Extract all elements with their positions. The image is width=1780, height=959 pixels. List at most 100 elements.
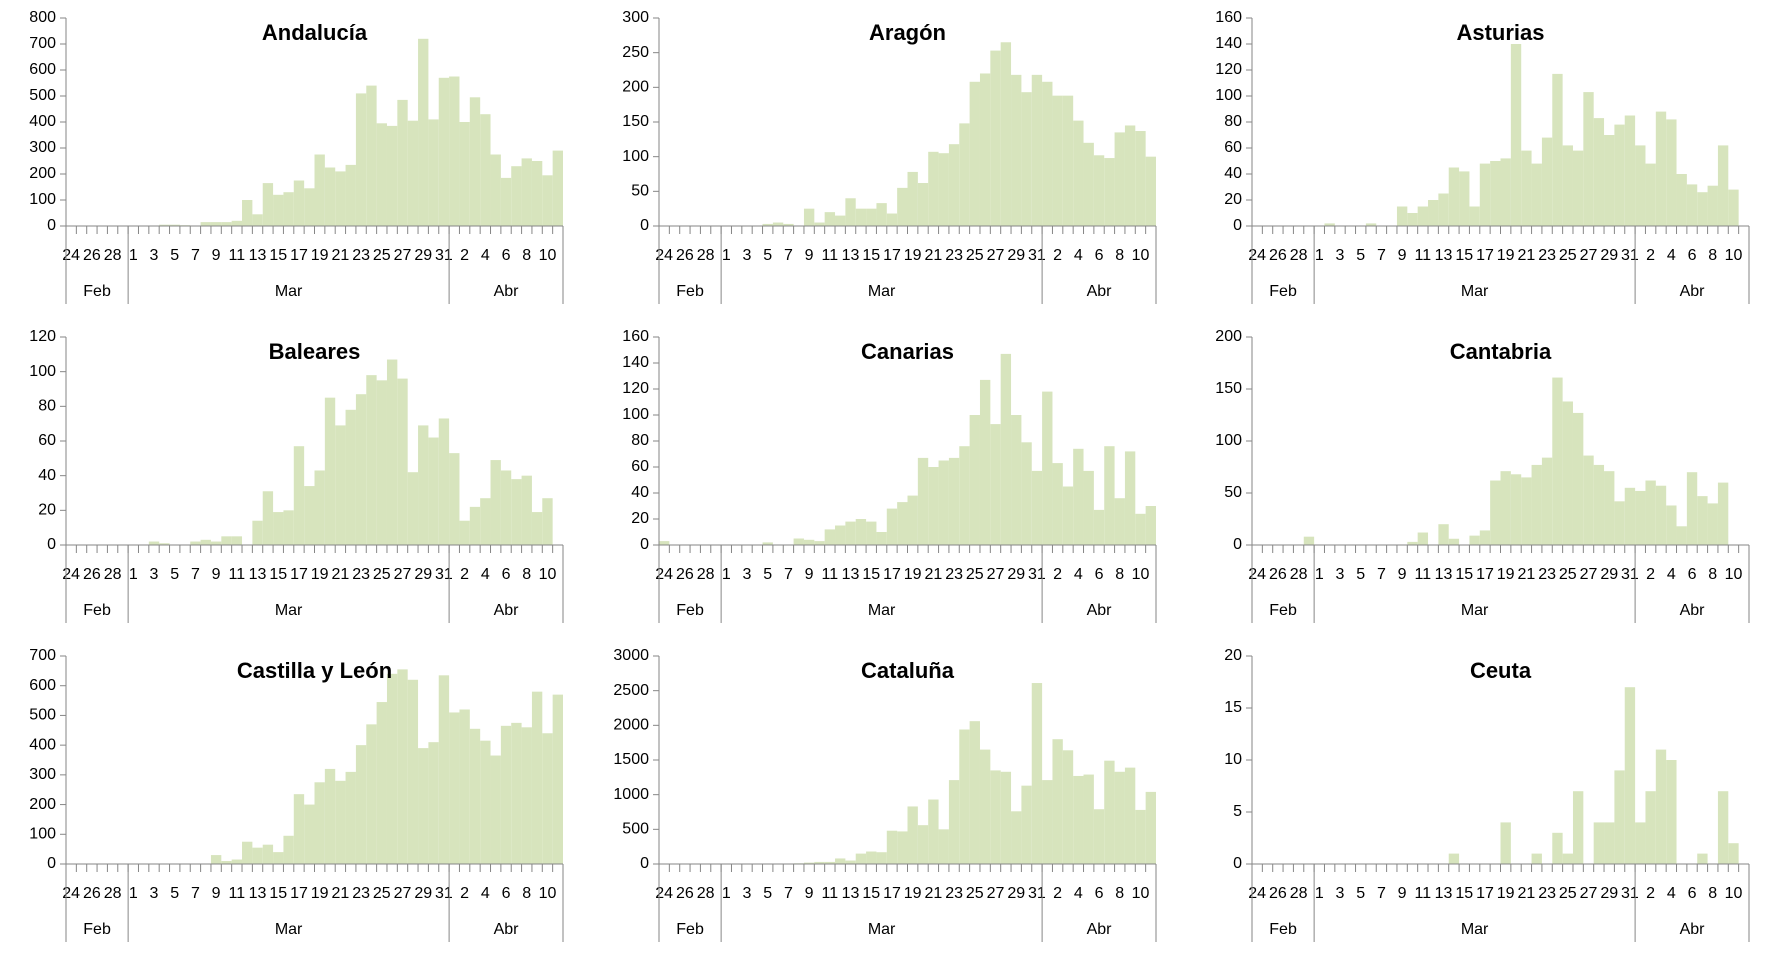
x-tick-label: 10 — [539, 566, 557, 583]
x-tick-label: 31 — [435, 885, 453, 902]
bar — [1707, 503, 1718, 545]
x-tick-label: 1 — [722, 885, 731, 902]
group-label: Mar — [868, 921, 896, 938]
bar — [876, 203, 887, 226]
bar — [1114, 771, 1125, 864]
bar — [1438, 193, 1449, 226]
bar — [1417, 206, 1429, 226]
bar — [969, 415, 980, 545]
x-tick-label: 29 — [1007, 247, 1025, 264]
bar — [490, 154, 501, 226]
bar — [1531, 163, 1542, 226]
x-tick-label: 29 — [1007, 885, 1025, 902]
group-label: Abr — [494, 921, 520, 938]
x-tick-label: 3 — [150, 566, 159, 583]
x-tick-label: 6 — [1688, 566, 1697, 583]
x-tick-label: 28 — [104, 247, 122, 264]
x-tick-label: 26 — [83, 885, 101, 902]
group-label: Mar — [868, 283, 896, 300]
bar — [293, 794, 305, 864]
x-tick-label: 11 — [229, 247, 246, 264]
x-tick-label: 2 — [1646, 566, 1655, 583]
y-tick-label: 200 — [29, 165, 56, 182]
x-tick-label: 26 — [1269, 885, 1287, 902]
bar — [324, 167, 336, 226]
x-tick-label: 21 — [1517, 247, 1535, 264]
x-tick-label: 2 — [1646, 247, 1655, 264]
bar — [531, 512, 543, 545]
bar — [1000, 771, 1012, 864]
bar — [1521, 150, 1532, 226]
bar — [845, 521, 856, 545]
bar — [386, 673, 398, 864]
x-tick-label: 17 — [290, 247, 308, 264]
bar — [459, 122, 470, 226]
bar — [886, 508, 898, 545]
bar — [273, 512, 284, 545]
bar — [1541, 137, 1553, 226]
bar — [469, 97, 481, 226]
x-tick-label: 27 — [394, 247, 412, 264]
bar — [283, 835, 294, 864]
bar — [803, 862, 815, 864]
x-tick-label: 31 — [1028, 566, 1046, 583]
x-tick-label: 7 — [191, 247, 200, 264]
x-tick-label: 13 — [1435, 247, 1453, 264]
bar — [948, 144, 960, 226]
bar — [159, 224, 170, 226]
bar — [1438, 524, 1449, 545]
x-tick-label: 3 — [1336, 566, 1345, 583]
bar — [210, 855, 222, 864]
x-tick-label: 15 — [862, 247, 880, 264]
x-tick-label: 3 — [1336, 247, 1345, 264]
bar — [428, 437, 439, 545]
bar — [1604, 822, 1615, 864]
y-tick-label: 140 — [622, 354, 649, 371]
bar — [531, 691, 543, 864]
x-tick-label: 19 — [904, 885, 922, 902]
x-tick-label: 1 — [1315, 885, 1324, 902]
x-tick-label: 1 — [1315, 566, 1324, 583]
bar — [324, 397, 336, 545]
bar — [1052, 739, 1063, 864]
bar — [242, 841, 253, 864]
bar — [231, 859, 243, 864]
bar — [1728, 189, 1739, 226]
y-tick-label: 100 — [1215, 87, 1242, 104]
bar — [469, 506, 481, 545]
x-tick-label: 8 — [522, 885, 531, 902]
bar — [938, 829, 949, 864]
bar — [1490, 161, 1501, 226]
x-tick-label: 24 — [1248, 885, 1266, 902]
bar — [386, 359, 398, 545]
bar — [200, 539, 211, 545]
x-tick-label: 11 — [822, 885, 839, 902]
bar — [1510, 44, 1522, 226]
bar — [366, 375, 377, 545]
y-tick-label: 160 — [1215, 9, 1242, 26]
x-tick-label: 15 — [1455, 885, 1473, 902]
x-tick-label: 13 — [842, 247, 860, 264]
y-tick-label: 800 — [29, 9, 56, 26]
bar — [659, 541, 670, 545]
bar — [1448, 167, 1460, 226]
y-tick-label: 300 — [29, 139, 56, 156]
x-tick-label: 23 — [1538, 885, 1556, 902]
bar — [1593, 464, 1605, 545]
y-tick-label: 100 — [622, 406, 649, 423]
bar — [397, 378, 408, 545]
bar — [1593, 118, 1605, 226]
bar — [803, 208, 815, 226]
x-tick-label: 7 — [191, 566, 200, 583]
x-tick-label: 27 — [1580, 566, 1598, 583]
x-tick-label: 24 — [62, 247, 80, 264]
bar — [1324, 223, 1335, 226]
bar — [169, 224, 180, 226]
x-tick-label: 9 — [212, 566, 221, 583]
bar — [772, 222, 784, 226]
x-tick-label: 23 — [945, 885, 963, 902]
bar — [845, 860, 856, 864]
